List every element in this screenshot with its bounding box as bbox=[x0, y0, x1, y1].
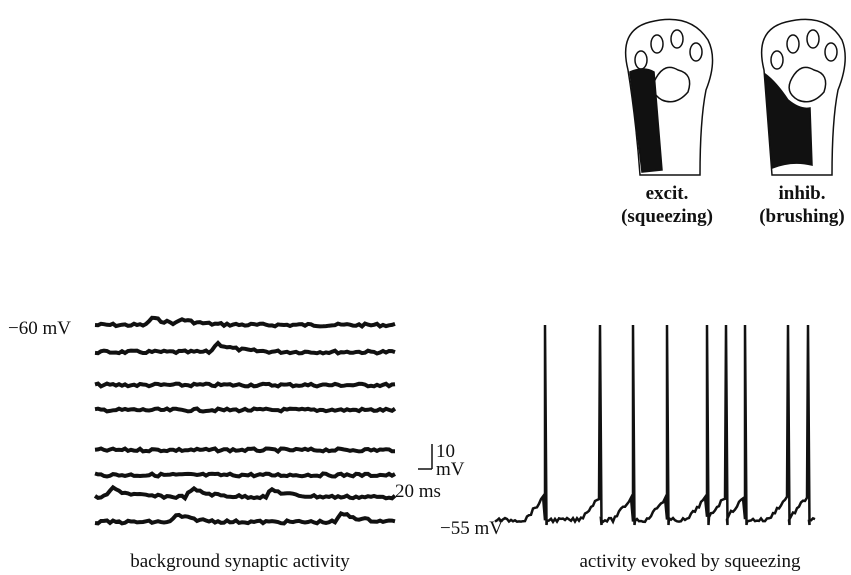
paw-excitatory bbox=[624, 18, 714, 176]
scale-unit: mV bbox=[436, 459, 465, 480]
potential-label: −55 mV bbox=[440, 518, 503, 539]
field-label: excit. bbox=[646, 183, 689, 204]
caption: activity evoked by squeezing bbox=[579, 551, 801, 572]
trace bbox=[94, 446, 395, 455]
trace bbox=[93, 484, 397, 502]
field-stimulus: (brushing) bbox=[759, 206, 845, 227]
trace-evoked bbox=[494, 324, 816, 526]
traces-background bbox=[93, 315, 397, 526]
paw-inhibitory bbox=[760, 18, 846, 176]
caption: background synaptic activity bbox=[130, 551, 350, 572]
scale-bar bbox=[418, 444, 433, 470]
field-label: inhib. bbox=[778, 183, 825, 204]
potential-label: −60 mV bbox=[8, 318, 71, 339]
trace bbox=[94, 315, 396, 329]
trace bbox=[94, 406, 397, 414]
field-stimulus: (squeezing) bbox=[621, 206, 713, 227]
trace bbox=[94, 381, 396, 389]
trace bbox=[94, 340, 396, 356]
scale-amplitude: 10 bbox=[436, 441, 455, 462]
trace bbox=[94, 471, 396, 479]
trace bbox=[94, 510, 396, 526]
scale-time: 20 ms bbox=[395, 481, 441, 502]
